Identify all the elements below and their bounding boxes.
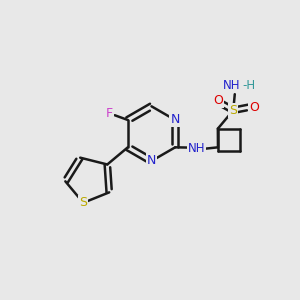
Text: N: N	[170, 113, 180, 127]
Text: S: S	[229, 104, 237, 117]
Text: O: O	[214, 94, 224, 107]
Text: NH: NH	[188, 142, 205, 155]
Text: S: S	[79, 196, 87, 209]
Text: -H: -H	[242, 79, 256, 92]
Text: NH: NH	[223, 79, 241, 92]
Text: F: F	[106, 107, 113, 120]
Text: O: O	[249, 101, 259, 114]
Text: N: N	[147, 154, 156, 167]
